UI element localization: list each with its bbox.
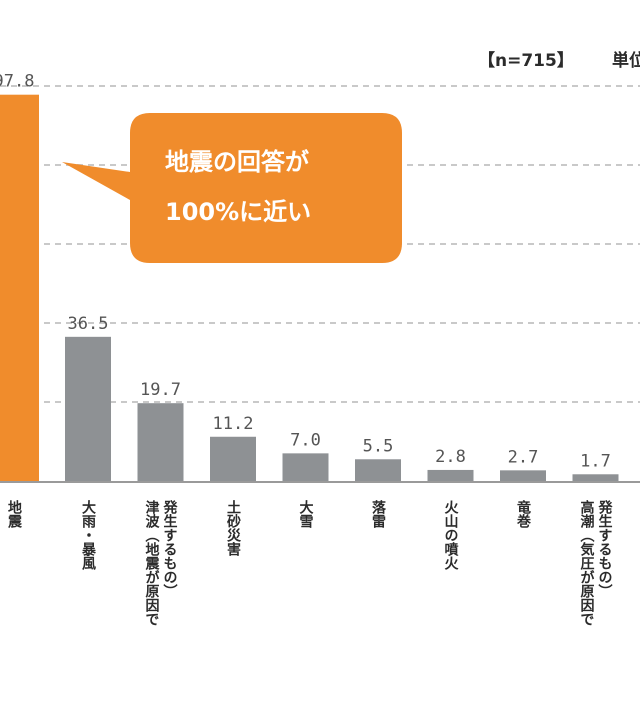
bars bbox=[0, 94, 619, 481]
value-label: 2.8 bbox=[435, 447, 466, 467]
value-label: 19.7 bbox=[140, 380, 181, 400]
callout-text-line-1: 地震の回答が bbox=[165, 148, 309, 176]
category-label: 津波（地震が原因で bbox=[144, 499, 161, 626]
bar bbox=[65, 336, 111, 481]
bar bbox=[137, 403, 184, 481]
bar bbox=[500, 470, 546, 481]
category-label: 落雷 bbox=[370, 499, 386, 528]
bar bbox=[282, 453, 329, 481]
value-label: 7.0 bbox=[290, 430, 321, 450]
callout-text-line-2: 100%に近い bbox=[165, 198, 311, 226]
bar bbox=[572, 474, 619, 481]
category-label: 竜巻 bbox=[515, 499, 531, 529]
value-label: 5.5 bbox=[363, 436, 394, 456]
category-label: 火山の噴火 bbox=[443, 500, 459, 571]
value-label: 1.7 bbox=[580, 451, 611, 471]
category-label: 大雪 bbox=[298, 499, 314, 529]
value-label: 2.7 bbox=[508, 447, 539, 467]
callout-bubble bbox=[62, 113, 402, 263]
category-label: 発生するもの） bbox=[597, 499, 614, 598]
category-label: 土砂災害 bbox=[225, 499, 242, 556]
category-label: 発生するもの） bbox=[162, 499, 179, 598]
value-labels: 97.8 36.5 19.7 11.2 7.0 5.5 2.8 2.7 1.7 bbox=[0, 72, 611, 472]
category-label: 高潮（気圧が原因で bbox=[579, 499, 596, 626]
bar bbox=[355, 459, 401, 481]
callout: 地震の回答が 100%に近い bbox=[62, 113, 402, 263]
bar bbox=[210, 436, 256, 481]
category-label: 地震 bbox=[6, 499, 23, 529]
sample-size-label: 【n=715】 bbox=[478, 51, 574, 71]
value-label: 36.5 bbox=[68, 314, 109, 334]
value-label: 11.2 bbox=[213, 414, 254, 434]
unit-label: 単位 bbox=[612, 51, 640, 71]
bar bbox=[0, 94, 39, 481]
category-label: 大雨・暴風 bbox=[80, 499, 97, 571]
category-labels: 地震 大雨・暴風 津波（地震が原因で 発生するもの） 土砂災害 大雪 落雷 火山の噴火 竜巻 高潮… bbox=[6, 499, 614, 626]
bar bbox=[427, 469, 474, 481]
value-label: 97.8 bbox=[0, 72, 34, 92]
